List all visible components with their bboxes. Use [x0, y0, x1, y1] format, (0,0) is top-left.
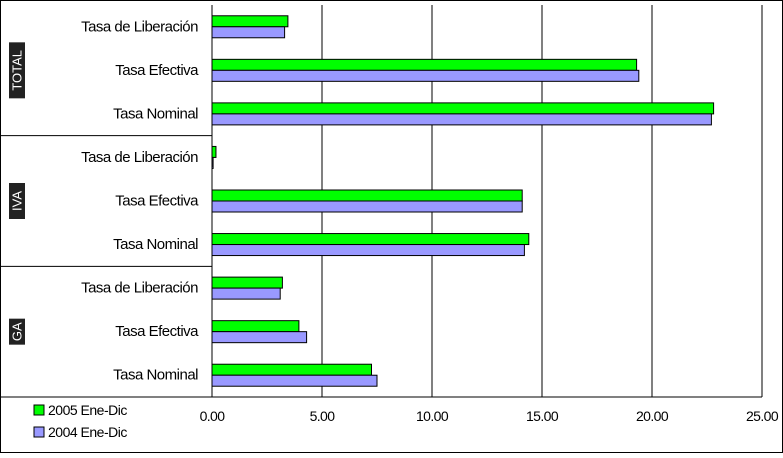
group-label: IVA [10, 191, 25, 211]
legend-label: 2004 Ene-Dic [48, 424, 127, 440]
category-label: Tasa Efectiva [115, 323, 199, 340]
x-tick-label: 25.00 [746, 408, 779, 424]
category-label: Tasa Nominal [113, 367, 198, 384]
group-label: GA [10, 322, 25, 341]
bar-series-2005 [212, 16, 288, 27]
bar-series-2004 [212, 245, 524, 256]
bar-series-2005 [212, 234, 529, 245]
bar-series-2005 [212, 190, 522, 201]
bar-series-2004 [212, 375, 377, 386]
bar-series-2005 [212, 103, 714, 114]
x-tick-label: 5.00 [310, 408, 336, 424]
category-label: Tasa de Liberación [81, 18, 198, 35]
bar-series-2004 [212, 332, 307, 343]
bar-series-2004 [212, 27, 285, 38]
bar-series-2004 [212, 288, 280, 299]
legend-label: 2005 Ene-Dic [48, 402, 127, 418]
legend-swatch [34, 405, 44, 415]
x-tick-label: 20.00 [636, 408, 669, 424]
legend-swatch [34, 427, 44, 437]
category-label: Tasa Efectiva [115, 193, 199, 210]
x-tick-label: 15.00 [526, 408, 559, 424]
category-label: Tasa Efectiva [115, 62, 199, 79]
x-tick-label: 10.00 [416, 408, 449, 424]
bar-series-2005 [212, 59, 637, 70]
bar-series-2005 [212, 364, 372, 375]
category-label: Tasa Nominal [113, 105, 198, 122]
bar-series-2004 [212, 70, 639, 81]
category-label: Tasa de Liberación [81, 149, 198, 166]
category-label: Tasa de Liberación [81, 280, 198, 297]
bar-series-2005 [212, 321, 299, 332]
category-label: Tasa Nominal [113, 236, 198, 253]
bar-series-2005 [212, 146, 216, 157]
bar-series-2005 [212, 277, 282, 288]
bar-series-2004 [212, 157, 213, 168]
x-tick-label: 0.00 [200, 408, 226, 424]
bar-series-2004 [212, 114, 711, 125]
group-label: TOTAL [10, 50, 25, 91]
bar-series-2004 [212, 201, 522, 212]
